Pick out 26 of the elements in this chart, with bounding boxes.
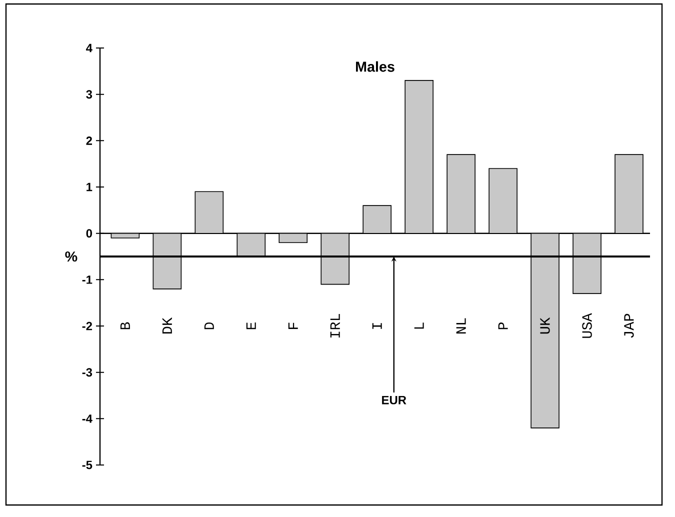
y-tick-label: 2: [86, 136, 92, 145]
x-tick-label: UK: [540, 317, 550, 334]
x-tick-label: L: [414, 322, 424, 329]
x-tick-label: I: [372, 323, 382, 329]
x-tick-label: NL: [456, 318, 466, 334]
y-tick-label: -3: [82, 368, 92, 377]
x-tick-label: F: [288, 322, 298, 329]
y-tick-label: 3: [86, 90, 92, 99]
y-tick-label: 0: [86, 229, 92, 238]
y-tick-label: -4: [82, 414, 92, 423]
x-tick-label: E: [246, 322, 256, 330]
x-tick-label: D: [204, 322, 214, 330]
x-tick-label: B: [120, 322, 130, 330]
ref-line-label: EUR: [382, 396, 406, 404]
y-tick-label: -5: [82, 460, 92, 470]
y-tick-label: 4: [86, 44, 92, 52]
y-tick-label: 1: [86, 182, 92, 192]
text: Males: [356, 61, 394, 72]
x-tick-label: IRL: [330, 314, 340, 338]
y-axis-title: %: [65, 251, 78, 262]
x-tick-label: P: [498, 322, 508, 330]
y-tick-label: -1: [82, 276, 92, 284]
x-tick-label: JAP: [624, 314, 634, 338]
x-tick-label: DK: [162, 317, 172, 334]
x-tick-label: USA: [582, 313, 592, 338]
y-tick-label: -2: [82, 322, 92, 330]
